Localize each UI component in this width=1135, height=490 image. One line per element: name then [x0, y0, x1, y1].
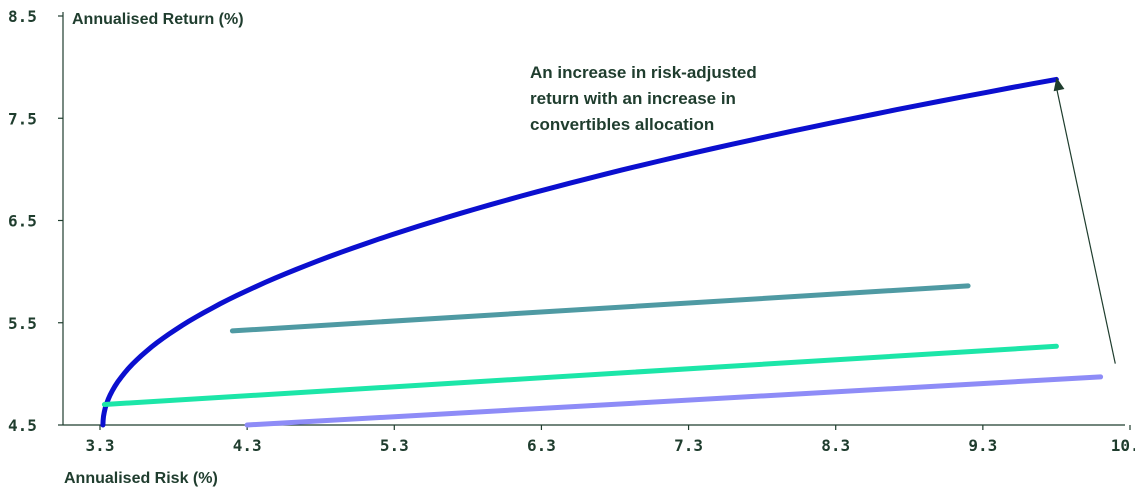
annotation-text: An increase in risk-adjusted return with…	[530, 63, 761, 134]
series-line-4	[244, 374, 1104, 428]
arrow-shaft	[1055, 87, 1116, 364]
y-tick-label: 4.5	[8, 416, 37, 435]
y-tick-labels: 4.5 5.5 6.5 7.5 8.5	[8, 7, 63, 435]
series-line-2	[229, 283, 971, 334]
x-tick-label: 8.3	[821, 436, 850, 455]
series-line-1	[100, 76, 1059, 428]
y-tick-label: 6.5	[8, 212, 37, 231]
annotation-line-1: An increase in risk-adjusted	[530, 63, 757, 82]
series-line-3	[101, 343, 1059, 407]
x-tick-label: 9.3	[968, 436, 997, 455]
trend-arrow	[1053, 77, 1116, 364]
x-tick-labels: 3.3 4.3 5.3 6.3 7.3 8.3 9.3 10.3	[86, 425, 1135, 455]
x-tick-label: 4.3	[233, 436, 262, 455]
x-tick-label: 7.3	[674, 436, 703, 455]
series-lines	[100, 76, 1104, 428]
annotation-line-3: convertibles allocation	[530, 115, 714, 134]
x-tick-label: 5.3	[380, 436, 409, 455]
x-tick-label: 3.3	[86, 436, 115, 455]
y-tick-label: 5.5	[8, 314, 37, 333]
x-tick-label: 6.3	[527, 436, 556, 455]
y-tick-label: 8.5	[8, 7, 37, 26]
x-tick-label: 10.3	[1111, 436, 1135, 455]
annotation-line-2: return with an increase in	[530, 89, 736, 108]
x-axis-title: Annualised Risk (%)	[64, 470, 218, 487]
arrow-head	[1053, 77, 1065, 92]
y-tick-label: 7.5	[8, 109, 37, 128]
y-axis-title: Annualised Return (%)	[72, 11, 244, 28]
